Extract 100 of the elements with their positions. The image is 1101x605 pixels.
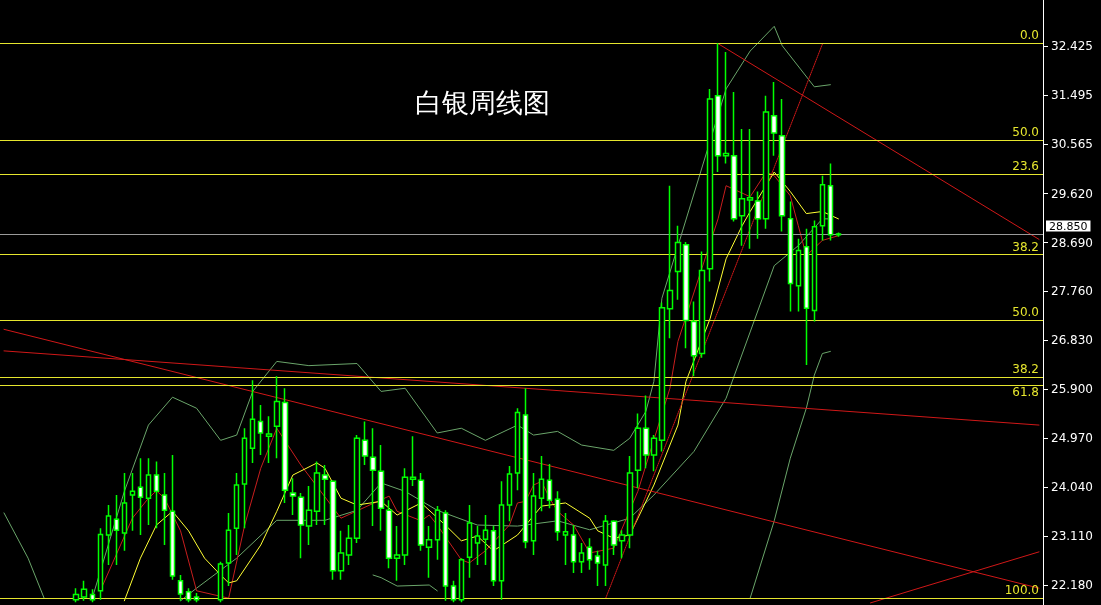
candlestick [289,477,297,516]
candlestick [730,91,738,223]
y-tick-label: 24.970 [1051,431,1093,446]
y-tick-label: 29.620 [1051,186,1093,201]
candlestick [626,455,634,549]
annotation: 23.6 [1012,159,1039,174]
candlestick [690,300,698,377]
candlestick [754,190,762,240]
candlestick [121,472,128,552]
candlestick [297,492,305,559]
candlestick [337,530,345,581]
candlestick [506,465,513,523]
candlestick [594,550,601,587]
y-tick-label: 32.425 [1051,39,1093,54]
candlestick [490,525,497,587]
candlestick [145,457,152,526]
candlestick [442,509,449,602]
candlestick [417,472,425,552]
candlestick [233,472,240,556]
candlestick [514,407,521,492]
candlestick [241,427,248,529]
text: 白银周线图 [415,87,550,118]
candlestick [105,504,112,566]
candlestick [281,387,289,504]
candlestick [811,219,818,323]
candlestick [634,412,642,489]
candlestick [562,512,569,566]
candlestick [602,514,609,587]
candlestick [257,404,264,456]
candlestick [746,128,754,250]
candlestick [329,479,337,581]
candlestick [185,587,192,604]
candlestick [787,200,794,313]
candlestick [321,464,329,526]
line-series [180,218,831,602]
candlestick [385,499,393,569]
candlestick [522,387,529,549]
candlestick [827,162,834,242]
candlestick [682,241,690,350]
candlestick [610,519,618,556]
candlestick [482,514,489,566]
y-tick-label: 31.495 [1051,87,1093,102]
candlestick [393,525,401,582]
candlestick [778,98,786,233]
candlestick [618,529,626,559]
candlestick [425,525,433,579]
y-tick-label: 23.110 [1051,529,1093,544]
candlestick [658,301,666,453]
candlestick [466,504,473,579]
ref-line-label: 28.850 [1049,219,1088,233]
candlestick [578,542,585,574]
candlestick [434,505,441,561]
candlestick [80,580,88,602]
candlestick [674,224,682,301]
candlestick [474,525,481,566]
candlestick [313,460,321,526]
candlestick [819,174,826,242]
candlestick [666,184,674,340]
candlestick [97,527,104,601]
line-series [749,350,831,599]
candlestick [265,415,273,464]
candlestick [570,524,577,574]
annotation: 50.0 [1012,124,1039,139]
annotation: 100.0 [1004,583,1039,598]
annotation: 38.2 [1012,239,1039,254]
line-series [372,574,438,592]
candlestick [722,51,730,165]
candlestick [89,588,96,604]
candlestick [795,238,802,313]
annotation: 50.0 [1012,305,1039,320]
candlestick [113,494,120,566]
candlestick [554,490,561,542]
candlestick [770,81,778,157]
candlestick [650,434,658,473]
candlestick [401,467,409,566]
candlestick [305,485,313,546]
candlestick [450,580,457,604]
candlestick [361,420,369,466]
candlestick [169,454,176,581]
candlestick [738,128,746,247]
candlestick [546,463,553,509]
y-tick-label: 28.690 [1051,235,1093,250]
candlestick [714,42,722,173]
candlestick [225,512,232,587]
candlestick [153,460,160,529]
candlestick [642,394,650,469]
y-tick-label: 30.565 [1051,136,1093,151]
candlestick [698,250,706,359]
candlestick [706,88,714,283]
candlestick [177,574,184,602]
y-tick-label: 22.180 [1051,578,1093,593]
candlestick [249,379,256,464]
candlestick [129,472,136,532]
candlestick [345,524,353,566]
candlestick [762,95,770,230]
candlestick [586,537,593,571]
candlestick [409,435,417,487]
annotation: 38.2 [1012,362,1039,377]
candlestick [538,455,545,513]
candlestick [137,457,144,536]
